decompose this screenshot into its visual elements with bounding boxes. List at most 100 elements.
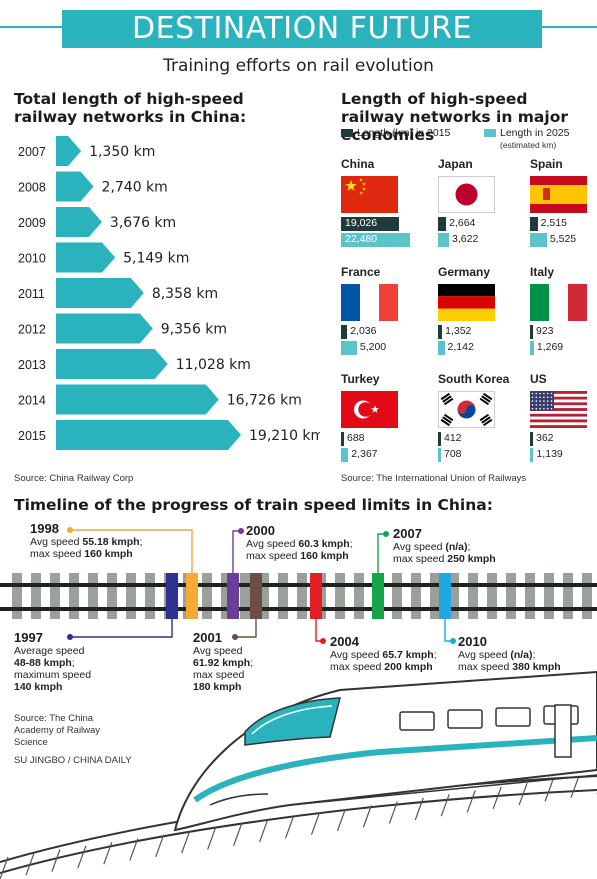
sleeper bbox=[354, 573, 364, 619]
length-2025-bar bbox=[341, 341, 357, 355]
timeline-event-2007: 2007 Avg speed (n/a); max speed 250 kmph bbox=[393, 526, 496, 565]
sleeper bbox=[297, 573, 307, 619]
sleeper bbox=[278, 573, 288, 619]
length-2025-value-label: 5,200 bbox=[359, 341, 387, 353]
length-2025-bar bbox=[438, 341, 445, 355]
china-length-source: Source: China Railway Corp bbox=[14, 473, 134, 484]
rail-bottom bbox=[0, 607, 597, 611]
timeline-source: Source: The China Academy of Railway Sci… bbox=[14, 713, 101, 748]
length-2025-value-label: 1,139 bbox=[536, 448, 563, 460]
economies-title: Length of high-speed railway networks in… bbox=[341, 90, 568, 144]
country-name: China bbox=[341, 157, 375, 171]
length-value-label: 19,210 km bbox=[249, 428, 320, 444]
timeline-title: Timeline of the progress of train speed … bbox=[14, 496, 493, 514]
sleeper bbox=[88, 573, 98, 619]
timeline-marker-2001 bbox=[250, 573, 262, 619]
length-2025-bar bbox=[341, 233, 410, 247]
timeline-event-2000: 2000 Avg speed 60.3 kmph; max speed 160 km… bbox=[246, 523, 353, 562]
length-2015-value-label: 923 bbox=[536, 325, 554, 337]
japan-flag-icon bbox=[438, 176, 495, 213]
sleeper bbox=[544, 573, 554, 619]
timeline-event-2001: 2001 Avg speed 61.92 kmph; max speed 180 kmp… bbox=[193, 630, 253, 693]
length-2015-bar bbox=[341, 325, 348, 339]
length-2025-bar bbox=[438, 233, 450, 247]
length-bar bbox=[56, 278, 144, 308]
year-label: 2010 bbox=[18, 252, 46, 266]
country-china: China 19,026 22,480 bbox=[341, 157, 410, 247]
length-value-label: 5,149 km bbox=[123, 251, 189, 267]
sleeper bbox=[411, 573, 421, 619]
sleeper bbox=[449, 573, 459, 619]
length-value-label: 16,726 km bbox=[227, 393, 302, 409]
china-length-title: Total length of high-speed railway netwo… bbox=[14, 90, 247, 126]
length-bar bbox=[56, 207, 102, 237]
timeline-marker-2000 bbox=[227, 573, 239, 619]
length-2025-bar bbox=[438, 448, 441, 462]
length-bar bbox=[56, 313, 153, 344]
length-2015-bar bbox=[438, 217, 447, 231]
length-2025-value-label: 5,525 bbox=[549, 233, 577, 245]
connector-2007 bbox=[377, 533, 386, 573]
timeline-detail-line: 180 kmph bbox=[193, 681, 242, 693]
sleeper bbox=[506, 573, 516, 619]
country-turkey: Turkey 688 2,367 bbox=[341, 372, 398, 462]
connector-1997-dot bbox=[67, 634, 73, 640]
length-2025-bar bbox=[530, 341, 534, 355]
timeline-detail-line: max speed 160 kmph bbox=[246, 550, 349, 562]
timeline-detail-line: Avg speed 55.18 kmph; bbox=[30, 536, 143, 548]
timeline-detail-line: Average speed bbox=[14, 645, 85, 657]
length-bar bbox=[56, 349, 168, 379]
length-2015-bar bbox=[530, 325, 533, 339]
year-label: 2011 bbox=[18, 287, 45, 301]
timeline-year: 2007 bbox=[393, 526, 422, 541]
sleeper bbox=[468, 573, 478, 619]
country-south-korea: South Korea 412 708 bbox=[438, 372, 509, 462]
country-name: Germany bbox=[438, 265, 491, 279]
connector-1998-dot bbox=[67, 527, 73, 533]
timeline-event-1998: 1998 Avg speed 55.18 kmph; max speed 160 k… bbox=[30, 521, 142, 560]
sleeper bbox=[563, 573, 573, 619]
length-value-label: 11,028 km bbox=[176, 357, 251, 373]
sleeper bbox=[126, 573, 136, 619]
banner-title: DESTINATION FUTURE bbox=[62, 10, 542, 48]
country-name: Spain bbox=[530, 157, 563, 171]
sleeper bbox=[69, 573, 79, 619]
connector-2004-dot bbox=[320, 638, 326, 644]
sleeper bbox=[335, 573, 345, 619]
timeline-year: 2004 bbox=[330, 634, 359, 649]
timeline-detail-line: max speed 160 kmph bbox=[30, 548, 133, 560]
length-bar bbox=[56, 171, 94, 202]
length-2015-value-label: 688 bbox=[347, 432, 365, 444]
timeline-detail-line: maximum speed bbox=[14, 669, 92, 681]
timeline-marker-2004 bbox=[310, 573, 322, 619]
rail-top bbox=[0, 583, 597, 587]
length-value-label: 9,356 km bbox=[161, 322, 227, 338]
length-2015-bar bbox=[530, 217, 538, 231]
timeline-marker-1997 bbox=[166, 573, 178, 619]
sleeper bbox=[202, 573, 212, 619]
legend-2025-note: (estimated km) bbox=[500, 140, 557, 150]
timeline-detail-line: Avg speed bbox=[193, 645, 243, 657]
length-2015-value-label: 2,036 bbox=[350, 325, 377, 337]
year-label: 2012 bbox=[18, 323, 46, 337]
sleeper bbox=[107, 573, 117, 619]
timeline-marker-1998 bbox=[186, 573, 198, 619]
length-2025-value-label: 3,622 bbox=[452, 233, 479, 245]
country-name: US bbox=[530, 372, 547, 386]
spain-flag-icon bbox=[530, 176, 587, 213]
sleeper bbox=[582, 573, 592, 619]
us-flag-icon bbox=[530, 391, 587, 428]
timeline-marker-2007 bbox=[372, 573, 384, 619]
sleeper bbox=[392, 573, 402, 619]
length-2015-bar bbox=[341, 217, 400, 231]
connector-2000-dot bbox=[238, 528, 244, 534]
connector-1998 bbox=[70, 529, 193, 573]
year-label: 2007 bbox=[18, 145, 46, 159]
legend-2015-label: Length (km) in 2015 bbox=[357, 127, 451, 139]
china-flag-icon bbox=[341, 176, 398, 213]
timeline-event-2004: 2004 Avg speed 65.7 kmph; max speed 200 km… bbox=[330, 634, 437, 673]
connector-2004 bbox=[315, 617, 323, 642]
year-label: 2013 bbox=[18, 358, 46, 372]
connector-2010-dot bbox=[450, 638, 456, 644]
length-2025-bar bbox=[341, 448, 349, 462]
